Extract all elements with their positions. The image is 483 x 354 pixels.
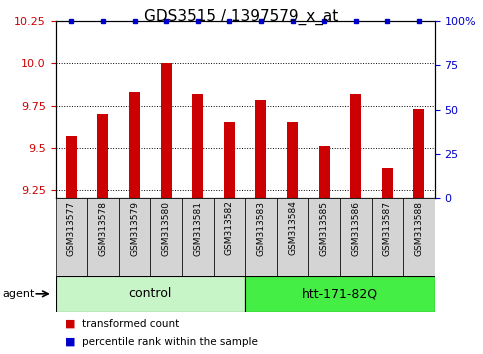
Text: agent: agent xyxy=(2,289,35,299)
Text: GSM313578: GSM313578 xyxy=(99,201,107,256)
Bar xyxy=(308,198,340,276)
Text: GSM313580: GSM313580 xyxy=(162,201,170,256)
Text: control: control xyxy=(128,287,172,300)
Text: GSM313577: GSM313577 xyxy=(67,201,76,256)
Bar xyxy=(192,94,203,198)
Text: htt-171-82Q: htt-171-82Q xyxy=(302,287,378,300)
Bar xyxy=(182,198,213,276)
Text: percentile rank within the sample: percentile rank within the sample xyxy=(82,337,258,347)
Text: GSM313579: GSM313579 xyxy=(130,201,139,256)
Bar xyxy=(287,122,298,198)
Bar xyxy=(403,198,435,276)
Bar xyxy=(256,101,267,198)
Text: GSM313587: GSM313587 xyxy=(383,201,392,256)
Bar xyxy=(119,198,150,276)
Bar xyxy=(129,92,140,198)
Bar xyxy=(245,276,435,312)
Text: GSM313584: GSM313584 xyxy=(288,201,297,256)
Bar xyxy=(224,122,235,198)
Bar xyxy=(350,94,361,198)
Text: GDS3515 / 1397579_x_at: GDS3515 / 1397579_x_at xyxy=(144,9,339,25)
Text: transformed count: transformed count xyxy=(82,319,179,329)
Bar xyxy=(413,109,425,198)
Bar xyxy=(56,276,245,312)
Bar xyxy=(98,114,109,198)
Text: GSM313585: GSM313585 xyxy=(320,201,328,256)
Text: GSM313586: GSM313586 xyxy=(351,201,360,256)
Bar xyxy=(161,63,171,198)
Text: GSM313582: GSM313582 xyxy=(225,201,234,256)
Bar xyxy=(382,168,393,198)
Bar xyxy=(319,146,329,198)
Bar xyxy=(66,136,77,198)
Bar xyxy=(245,198,277,276)
Bar xyxy=(340,198,371,276)
Bar xyxy=(213,198,245,276)
Text: GSM313581: GSM313581 xyxy=(193,201,202,256)
Text: ■: ■ xyxy=(65,337,76,347)
Bar xyxy=(150,198,182,276)
Bar xyxy=(56,198,87,276)
Text: ■: ■ xyxy=(65,319,76,329)
Bar xyxy=(277,198,308,276)
Text: GSM313583: GSM313583 xyxy=(256,201,266,256)
Bar xyxy=(87,198,119,276)
Text: GSM313588: GSM313588 xyxy=(414,201,424,256)
Bar xyxy=(371,198,403,276)
